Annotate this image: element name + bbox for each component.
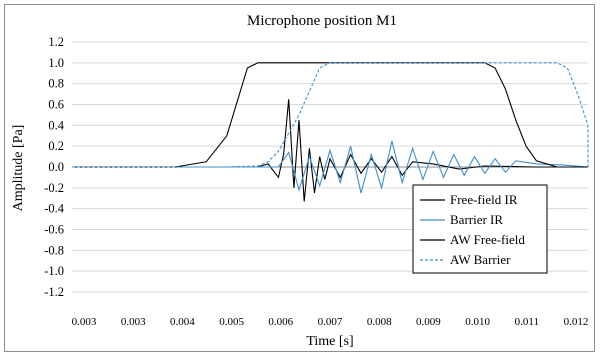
y-tick-label: 0.6 (48, 98, 64, 112)
series-lines (72, 62, 589, 202)
legend-entry: AW Free-field (450, 232, 525, 247)
x-tick-label: 0.004 (170, 316, 195, 328)
series-line-4 (72, 62, 589, 168)
series-line-2 (72, 140, 589, 194)
y-tick-labels: 1.2 1.0 0.8 0.6 0.4 0.2 0.0 -0.2 -0.4 -0.6 -0.8 -1.… (44, 35, 65, 299)
x-axis-label: Time [s] (306, 334, 353, 349)
y-tick-label: -0.4 (44, 202, 65, 216)
x-tick-label: 0.003 (121, 316, 146, 328)
chart-frame (4, 4, 595, 352)
y-axis-label: Amplitude [Pa] (11, 125, 26, 212)
x-tick-label: 0.009 (416, 316, 441, 328)
x-tick-label: 0.011 (515, 316, 539, 328)
y-tick-label: 0.0 (48, 160, 64, 174)
y-tick-label: -1.2 (44, 285, 64, 299)
legend: Free-field IR Barrier IR AW Free-field AW B… (412, 184, 548, 274)
y-tick-label: -1.0 (44, 264, 64, 278)
y-tick-label: 0.4 (48, 118, 64, 132)
x-tick-label: 0.005 (219, 316, 244, 328)
y-tick-label: 0.8 (48, 77, 64, 91)
legend-entry: Free-field IR (450, 192, 518, 207)
y-tick-label: 1.2 (48, 35, 64, 49)
y-tick-label: 0.2 (48, 139, 64, 153)
y-tick-label: -0.2 (44, 181, 64, 195)
legend-entry: Barrier IR (450, 212, 503, 227)
series-line-3 (72, 62, 588, 168)
x-tick-label: 0.012 (564, 316, 589, 328)
x-tick-label: 0.008 (367, 316, 392, 328)
x-tick-labels: 0.003 0.003 0.004 0.005 0.006 0.007 0.008 0.009… (72, 316, 589, 328)
x-tick-label: 0.006 (268, 316, 293, 328)
y-tick-label: 1.0 (48, 56, 64, 70)
x-tick-label: 0.010 (465, 316, 490, 328)
y-tick-label: -0.6 (44, 223, 64, 237)
series-line-1 (72, 99, 588, 202)
chart-title: Microphone position M1 (247, 13, 397, 29)
x-tick-label: 0.007 (318, 316, 343, 328)
y-tick-label: -0.8 (44, 243, 64, 257)
x-tick-label: 0.003 (72, 316, 97, 328)
legend-entry: AW Barrier (450, 252, 511, 267)
